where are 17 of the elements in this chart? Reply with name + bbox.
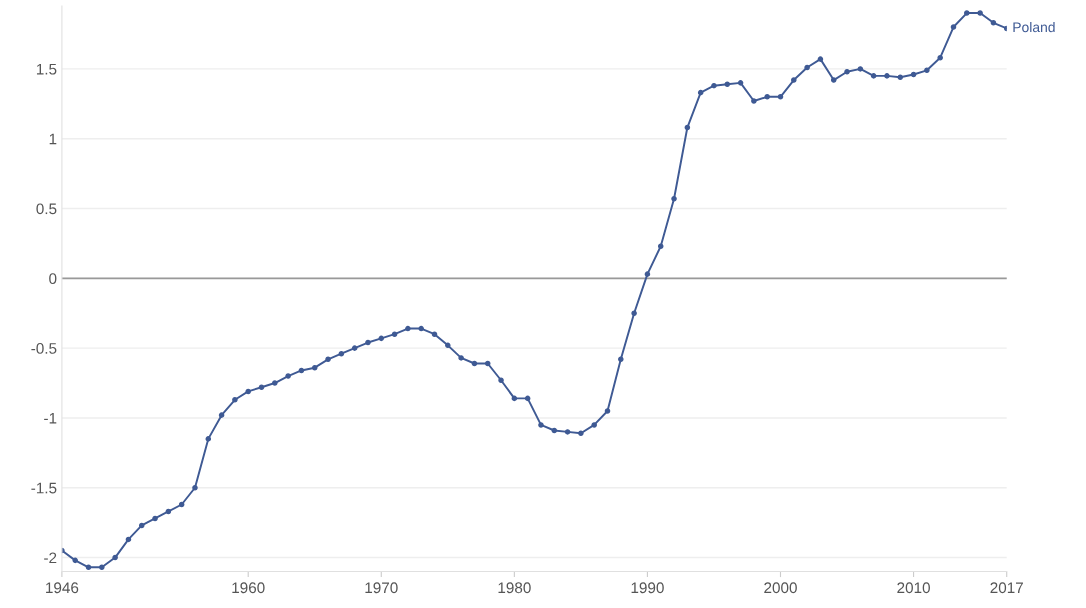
x-tick-label: 1980 [498,582,531,594]
y-tick-label: -2 [44,552,57,564]
x-tick-label: 1990 [631,582,664,594]
x-tick-label: 2010 [897,582,930,594]
series-label: Poland [1013,21,1055,33]
y-tick-label: 1 [49,133,57,145]
x-tick-label: 1960 [232,582,265,594]
x-tick-label: 1946 [46,582,79,594]
y-tick-label: -1 [44,412,57,424]
y-tick-label: 0.5 [36,203,57,215]
x-tick-label: 2000 [764,582,797,594]
y-tick-label: 0 [49,273,57,285]
x-tick-label: 2017 [990,582,1023,594]
y-tick-label: -0.5 [31,343,57,354]
y-tick-label: 1.5 [36,63,57,75]
x-tick-label: 1970 [365,582,398,594]
y-tick-label: -1.5 [31,482,57,494]
